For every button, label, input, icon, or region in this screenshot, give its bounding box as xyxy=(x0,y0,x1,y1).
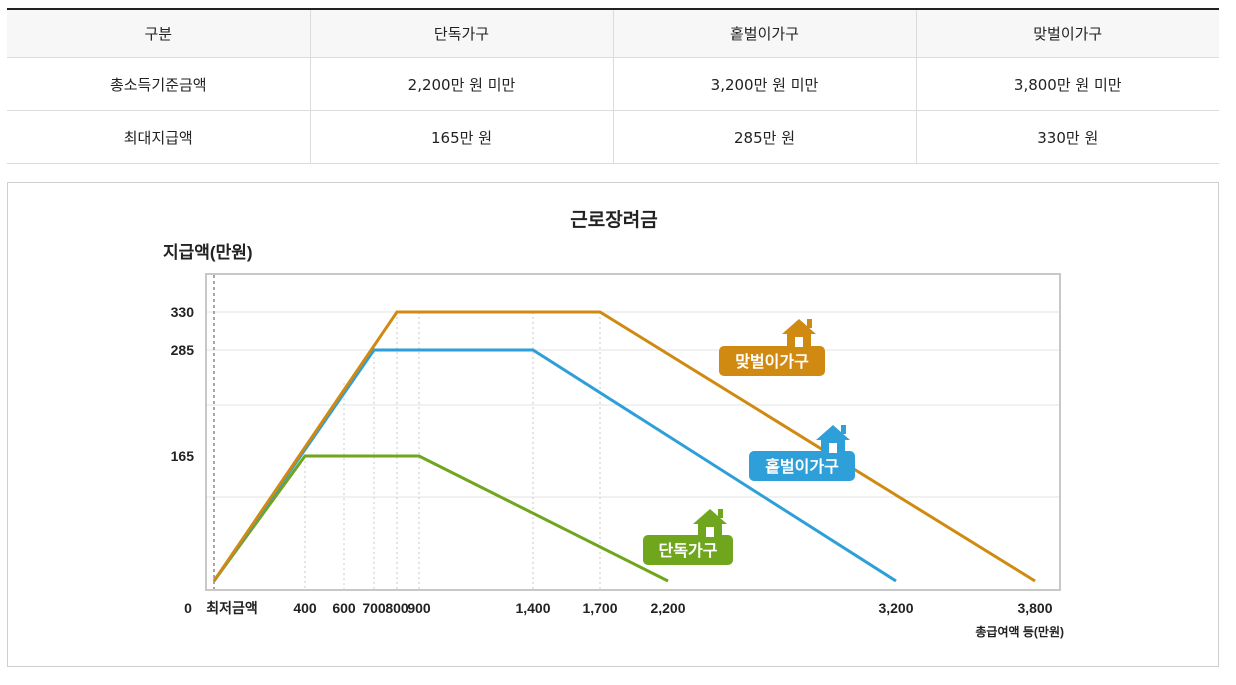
house-chimney xyxy=(807,319,812,328)
house-icon xyxy=(782,319,816,347)
table-row: 최대지급액 165만 원 285만 원 330만 원 xyxy=(7,110,1219,164)
x-tick-label: 600 xyxy=(332,600,356,616)
x-tick-label: 3,800 xyxy=(1017,600,1052,616)
series-label-pill xyxy=(643,535,733,565)
table-cell: 2,200만 원 미만 xyxy=(309,57,613,111)
table-cell: 3,200만 원 미만 xyxy=(612,57,916,111)
x-axis-label: 총급여액 등(만원) xyxy=(975,624,1064,639)
plot-area xyxy=(205,273,1061,591)
header-dual-earner: 맞벌이가구 xyxy=(915,9,1219,58)
x-tick-label: 3,200 xyxy=(878,600,913,616)
header-single-earner: 홑벌이가구 xyxy=(612,9,916,58)
y-tick-label: 285 xyxy=(171,342,195,358)
y-tick-label: 165 xyxy=(171,448,195,464)
house-icon xyxy=(816,425,850,453)
y-tick-label: 330 xyxy=(171,304,195,320)
house-chimney xyxy=(841,425,846,434)
series-line-0 xyxy=(212,454,669,583)
table-row: 총소득기준금액 2,200만 원 미만 3,200만 원 미만 3,800만 원… xyxy=(7,57,1219,111)
x-tick-label: 400 xyxy=(293,600,317,616)
series-label-text: 단독가구 xyxy=(659,542,718,560)
row-label: 최대지급액 xyxy=(7,110,310,164)
x-tick-label: 2,200 xyxy=(650,600,685,616)
table-header-row: 구분 단독가구 홑벌이가구 맞벌이가구 xyxy=(7,9,1219,58)
x-origin-min-amount: 최저금액 xyxy=(206,600,258,616)
series-label-text: 맞벌이가구 xyxy=(735,353,809,371)
chart-title: 근로장려금 xyxy=(570,209,657,231)
house-door xyxy=(795,337,803,347)
table-cell: 165만 원 xyxy=(309,110,613,164)
house-icon xyxy=(693,509,727,537)
table-cell: 285만 원 xyxy=(612,110,916,164)
house-door xyxy=(706,527,714,537)
x-tick-label: 1,400 xyxy=(515,600,550,616)
series-layer xyxy=(212,310,1036,583)
series-label-pill xyxy=(749,451,855,481)
series-label-text: 홑벌이가구 xyxy=(765,457,839,476)
grid-layer xyxy=(207,275,1059,589)
row-label: 총소득기준금액 xyxy=(7,57,310,111)
table-cell: 330만 원 xyxy=(915,110,1219,164)
x-tick-label: 700 xyxy=(362,600,386,616)
header-category: 구분 xyxy=(7,9,310,58)
x-tick-label: 900 xyxy=(407,600,431,616)
series-label-pill xyxy=(719,346,825,376)
header-single: 단독가구 xyxy=(309,9,613,58)
x-tick-label: 1,700 xyxy=(582,600,617,616)
house-chimney xyxy=(718,509,723,518)
x-tick-label: 800 xyxy=(385,600,409,616)
eitc-criteria-table: 구분 단독가구 홑벌이가구 맞벌이가구 총소득기준금액 2,200만 원 미만 … xyxy=(7,8,1219,164)
house-roof xyxy=(782,319,816,334)
chart-container: 근로장려금 지급액(만원) 165 285 330 400 600 700 800 900 1,… xyxy=(7,182,1219,667)
series-line-2 xyxy=(212,310,1036,583)
table-cell: 3,800만 원 미만 xyxy=(915,57,1219,111)
y-axis-label: 지급액(만원) xyxy=(163,243,253,262)
house-roof xyxy=(816,425,850,440)
x-origin-zero: 0 xyxy=(184,600,192,616)
house-roof xyxy=(693,509,727,524)
house-door xyxy=(829,443,837,453)
